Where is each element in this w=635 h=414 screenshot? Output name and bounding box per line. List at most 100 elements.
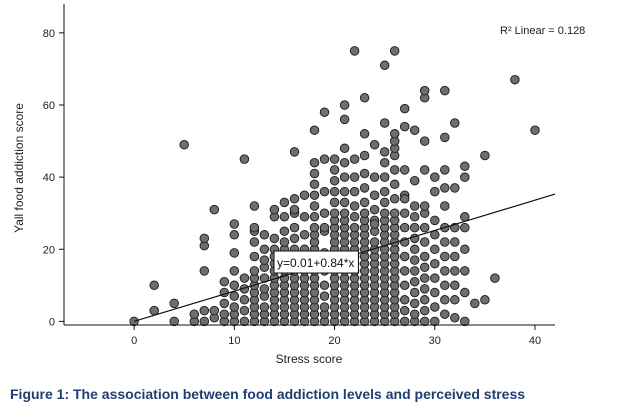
data-point bbox=[460, 244, 470, 255]
data-point bbox=[349, 186, 360, 197]
data-point bbox=[239, 273, 250, 283]
data-point bbox=[480, 150, 490, 161]
data-point bbox=[460, 316, 470, 327]
data-point bbox=[379, 186, 390, 197]
data-point bbox=[329, 165, 340, 175]
data-point bbox=[399, 316, 410, 327]
data-point bbox=[239, 154, 250, 164]
data-point bbox=[249, 266, 260, 276]
data-point bbox=[460, 161, 470, 172]
data-point bbox=[440, 266, 450, 276]
data-point bbox=[450, 251, 460, 262]
data-point bbox=[229, 219, 240, 229]
data-point bbox=[450, 313, 460, 323]
data-point bbox=[450, 118, 460, 128]
data-point bbox=[309, 212, 320, 222]
data-point bbox=[239, 295, 250, 305]
data-point bbox=[279, 212, 290, 222]
data-point bbox=[289, 204, 300, 215]
data-point bbox=[379, 118, 390, 128]
data-point bbox=[399, 194, 410, 204]
data-point bbox=[349, 46, 360, 56]
data-point bbox=[309, 201, 320, 211]
data-point bbox=[259, 284, 270, 294]
data-point bbox=[419, 222, 430, 233]
data-point bbox=[309, 168, 320, 179]
y-axis-ticks: 0 20 40 60 80 bbox=[43, 28, 64, 328]
data-point bbox=[409, 201, 420, 211]
scatter-chart: y=0.01+0.84*x 0 10 20 30 40 0 20 40 60 80 R² Lin… bbox=[12, 4, 585, 366]
x-axis-title: Stress score bbox=[276, 352, 343, 366]
y-axis-title: Yall food addiction score bbox=[12, 103, 26, 233]
data-point bbox=[419, 295, 430, 305]
data-point bbox=[319, 208, 330, 218]
data-point bbox=[289, 233, 300, 244]
data-point bbox=[440, 251, 450, 262]
data-point bbox=[379, 157, 390, 168]
data-point bbox=[440, 295, 450, 305]
data-point bbox=[339, 208, 350, 218]
data-point bbox=[430, 302, 440, 312]
data-point bbox=[349, 154, 360, 164]
data-point bbox=[169, 316, 179, 327]
data-point bbox=[409, 125, 420, 135]
y-tick-label: 80 bbox=[43, 28, 55, 40]
data-point bbox=[389, 208, 400, 218]
data-point bbox=[399, 222, 410, 233]
data-point bbox=[440, 201, 450, 211]
data-point bbox=[349, 222, 360, 233]
figure-caption: Figure 1: The association between food a… bbox=[10, 386, 526, 402]
data-point bbox=[389, 46, 400, 56]
data-point bbox=[199, 305, 210, 316]
data-point bbox=[419, 316, 430, 327]
data-point bbox=[389, 129, 400, 139]
data-point bbox=[339, 186, 350, 197]
data-point bbox=[309, 179, 320, 190]
data-point bbox=[339, 114, 350, 125]
data-point bbox=[430, 215, 440, 226]
data-point bbox=[319, 107, 330, 117]
data-point bbox=[440, 183, 450, 193]
data-point bbox=[399, 305, 410, 316]
data-point bbox=[409, 298, 420, 309]
data-point bbox=[329, 197, 340, 208]
data-point bbox=[209, 204, 220, 215]
data-point bbox=[379, 208, 390, 218]
data-point bbox=[319, 222, 330, 233]
data-point bbox=[329, 208, 340, 218]
data-point bbox=[399, 165, 410, 175]
data-point bbox=[430, 287, 440, 298]
data-point bbox=[359, 129, 370, 139]
data-point bbox=[209, 305, 220, 316]
data-point bbox=[229, 280, 240, 291]
plot-background bbox=[64, 4, 555, 325]
equation-label: y=0.01+0.84*x bbox=[277, 256, 354, 270]
data-point bbox=[419, 85, 430, 96]
data-point bbox=[399, 121, 410, 132]
data-point bbox=[299, 190, 310, 200]
data-point bbox=[359, 208, 370, 218]
data-point bbox=[379, 172, 390, 182]
data-point bbox=[279, 237, 290, 247]
data-point bbox=[229, 291, 240, 301]
data-point bbox=[269, 204, 280, 215]
x-tick-label: 20 bbox=[328, 335, 340, 347]
data-point bbox=[409, 255, 420, 265]
data-point bbox=[440, 85, 450, 96]
data-point bbox=[199, 266, 210, 276]
data-point bbox=[359, 93, 370, 103]
x-tick-label: 10 bbox=[228, 335, 240, 347]
data-point bbox=[309, 190, 320, 200]
data-point bbox=[389, 179, 400, 190]
data-point bbox=[339, 157, 350, 168]
data-point bbox=[450, 266, 460, 276]
data-point bbox=[419, 136, 430, 146]
data-point bbox=[309, 222, 320, 233]
data-point bbox=[430, 258, 440, 269]
data-point bbox=[339, 143, 350, 154]
data-point bbox=[239, 316, 250, 327]
data-point bbox=[289, 147, 300, 157]
data-point bbox=[199, 316, 210, 327]
equation-box-frame bbox=[273, 250, 359, 274]
data-point bbox=[430, 244, 440, 255]
